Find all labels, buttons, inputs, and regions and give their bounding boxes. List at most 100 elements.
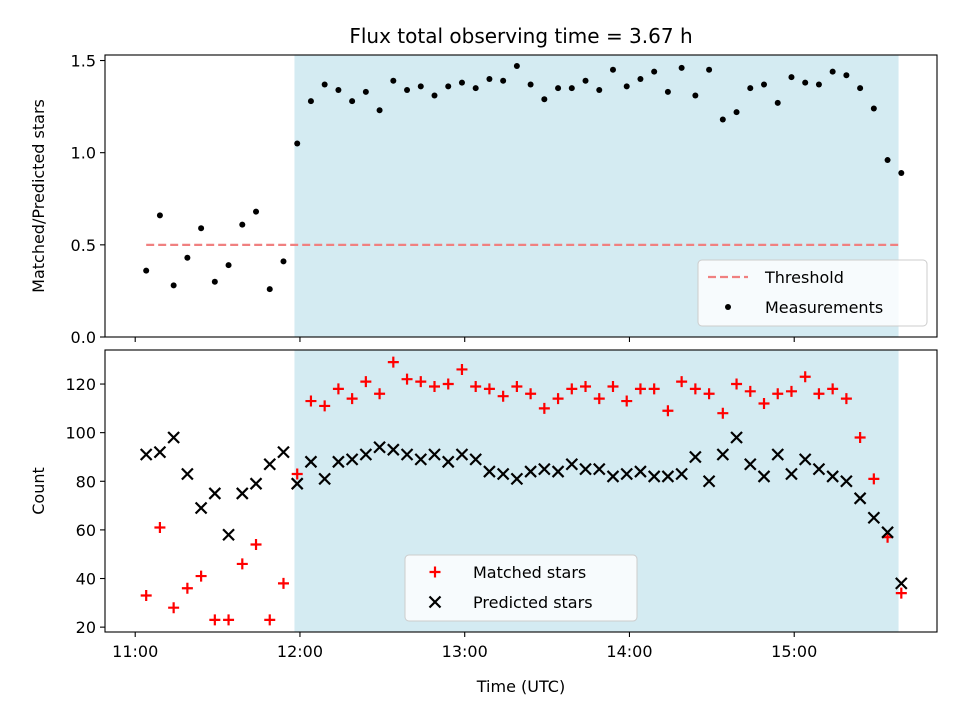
measurement-point (472, 85, 479, 92)
measurement-point (774, 99, 781, 106)
matched-star-point (250, 538, 262, 550)
predicted-star-point (304, 455, 318, 469)
measurement-point (458, 79, 465, 86)
predicted-star-point (730, 431, 743, 444)
y-tick-label: 0.5 (71, 236, 96, 255)
matched-star-point (772, 388, 784, 400)
y-tick-label: 120 (65, 375, 96, 394)
measurement-point (280, 258, 287, 265)
matched-star-point (785, 385, 797, 397)
y-axis-title: Count (29, 467, 48, 515)
measurement-point (596, 87, 603, 94)
measurement-point (609, 66, 616, 73)
predicted-star-point (689, 450, 702, 464)
legend-matched-swatch (429, 566, 441, 578)
measurement-point (266, 286, 273, 293)
predicted-star-point (236, 487, 249, 500)
matched-star-point (689, 383, 701, 395)
predicted-star-point (455, 448, 469, 461)
matched-star-point (154, 521, 166, 533)
y-tick-label: 100 (65, 424, 96, 443)
legend-label: Measurements (765, 298, 883, 317)
measurement-point (486, 75, 493, 82)
matched-star-point (195, 570, 207, 582)
predicted-star-point (895, 577, 908, 590)
measurement-point (761, 81, 768, 88)
predicted-star-point (702, 474, 716, 488)
predicted-star-point (867, 511, 881, 525)
matched-star-point (291, 468, 303, 480)
predicted-star-point (400, 448, 414, 461)
matched-star-point (607, 380, 619, 392)
predicted-star-point (483, 465, 496, 478)
series-cross (139, 431, 908, 590)
matched-star-point (181, 582, 193, 594)
matched-star-point (566, 383, 578, 395)
y-tick-label: 60 (76, 521, 96, 540)
predicted-star-point (290, 477, 304, 490)
legend: Matched stars Predicted stars (404, 554, 638, 622)
matched-star-point (731, 378, 743, 390)
matched-star-point (374, 388, 386, 400)
matched-star-point (744, 385, 756, 397)
predicted-star-point (139, 448, 153, 461)
y-tick-label: 80 (76, 472, 96, 491)
predicted-star-point (675, 467, 688, 481)
x-tick-label: 13:00 (442, 642, 488, 661)
predicted-star-point (840, 474, 853, 488)
measurement-point (884, 157, 891, 164)
measurement-point (651, 68, 658, 75)
top-panel-ratio: 0.0 0.5 1.0 1.5 Matched/Predicted stars Thres… (29, 52, 938, 347)
predicted-star-point (620, 467, 633, 481)
series-plus (140, 356, 907, 626)
y-tick-label: 1.5 (71, 52, 96, 71)
matched-star-point (799, 371, 811, 383)
measurement-point (211, 278, 218, 285)
predicted-star-point (826, 470, 839, 483)
matched-star-point (525, 388, 537, 400)
measurement-point (664, 88, 671, 95)
matched-star-point (168, 602, 180, 614)
matched-star-point (813, 388, 825, 400)
x-tick-label: 14:00 (606, 642, 652, 661)
matched-star-point (758, 397, 770, 409)
y-axis-title: Matched/Predicted stars (29, 99, 48, 293)
matched-star-point (483, 383, 495, 395)
matched-star-point (552, 393, 564, 405)
x-tick-label: 15:00 (771, 642, 817, 661)
predicted-star-point (634, 465, 647, 478)
predicted-star-point (551, 465, 565, 478)
predicted-star-point (881, 526, 894, 539)
predicted-star-point (592, 462, 606, 476)
measurement-point (706, 66, 713, 73)
predicted-star-point (373, 440, 386, 454)
matched-star-point (676, 376, 688, 388)
measurement-point (294, 140, 301, 147)
predicted-star-point (510, 472, 524, 486)
predicted-star-point (798, 453, 812, 466)
predicted-star-point (853, 492, 867, 505)
matched-star-point (401, 373, 413, 385)
matched-star-point (868, 473, 880, 485)
legend-measurement-swatch (725, 304, 731, 310)
measurement-point (307, 98, 314, 105)
measurement-point (198, 225, 205, 232)
matched-star-point (209, 614, 221, 626)
predicted-star-point (496, 467, 510, 481)
predicted-star-point (716, 448, 730, 461)
measurement-point (692, 92, 699, 99)
measurement-point (733, 109, 740, 116)
y-tick-label: 20 (76, 618, 96, 637)
measurement-point (417, 83, 424, 90)
matched-star-point (497, 390, 509, 402)
matched-star-point (387, 356, 399, 368)
predicted-star-point (565, 457, 579, 471)
matched-star-point (717, 407, 729, 419)
measurement-point (431, 92, 438, 99)
measurement-point (555, 85, 562, 92)
predicted-star-point (167, 431, 180, 444)
predicted-star-point (345, 453, 359, 466)
matched-star-point (277, 577, 289, 589)
matched-star-point (360, 376, 372, 388)
matched-star-point (319, 400, 331, 412)
